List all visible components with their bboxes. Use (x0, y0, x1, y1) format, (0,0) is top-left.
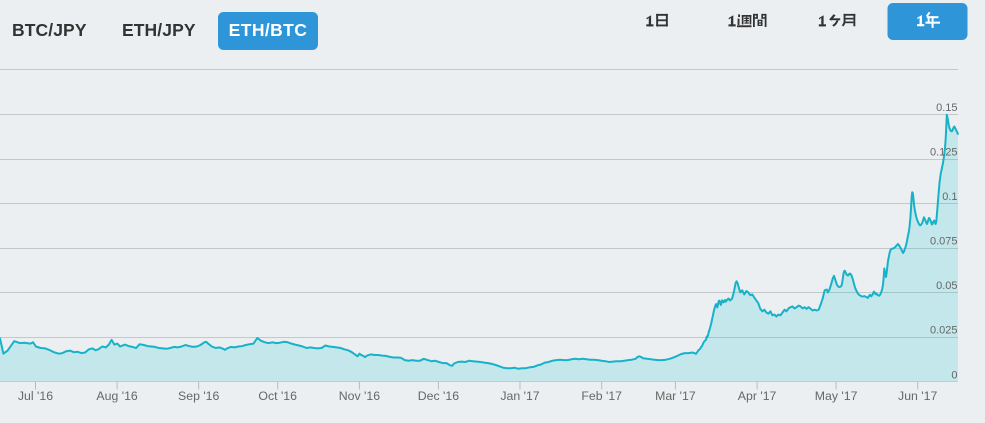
svg-text:BTC/JPY: BTC/JPY (12, 20, 87, 40)
svg-text:Feb '17: Feb '17 (581, 389, 622, 403)
svg-text:Dec '16: Dec '16 (418, 389, 459, 403)
svg-text:Nov '16: Nov '16 (339, 389, 380, 403)
svg-text:0.075: 0.075 (930, 236, 958, 248)
svg-text:Jun '17: Jun '17 (898, 389, 937, 403)
svg-text:Aug '16: Aug '16 (96, 389, 137, 403)
svg-text:0.025: 0.025 (930, 325, 958, 337)
svg-text:Sep '16: Sep '16 (178, 389, 219, 403)
svg-text:0.05: 0.05 (936, 280, 957, 292)
svg-text:Mar '17: Mar '17 (655, 389, 696, 403)
svg-text:Apr '17: Apr '17 (738, 389, 777, 403)
svg-text:Jan '17: Jan '17 (500, 389, 539, 403)
svg-text:Jul '16: Jul '16 (18, 389, 53, 403)
svg-text:Oct '16: Oct '16 (258, 389, 297, 403)
svg-text:0.1: 0.1 (942, 191, 957, 203)
svg-text:ETH/BTC: ETH/BTC (229, 20, 308, 40)
svg-text:May '17: May '17 (815, 389, 858, 403)
svg-text:0.125: 0.125 (930, 147, 958, 159)
svg-text:ETH/JPY: ETH/JPY (122, 20, 196, 40)
svg-text:0.15: 0.15 (936, 102, 957, 114)
svg-text:0: 0 (951, 370, 957, 382)
